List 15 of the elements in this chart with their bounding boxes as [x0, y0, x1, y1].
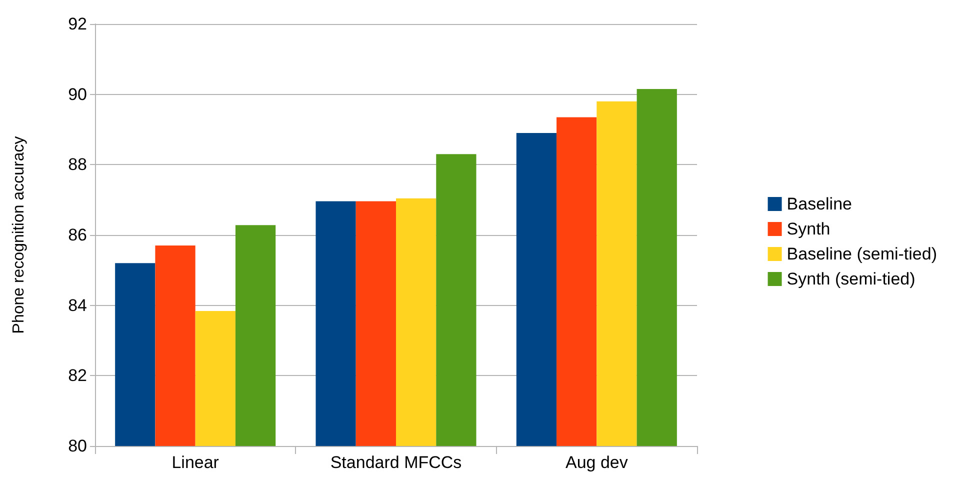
- y-tick-label: 80: [68, 436, 87, 456]
- legend-label: Baseline: [786, 194, 852, 214]
- legend-label: Synth (semi-tied): [786, 270, 916, 288]
- x-tick-label: Standard MFCCs: [330, 453, 462, 472]
- y-axis-title: Phone recognition accuracy: [10, 136, 28, 334]
- x-tick-label: Aug dev: [565, 453, 628, 472]
- legend-label: Baseline (semi-tied): [786, 244, 938, 264]
- y-tick-label: 90: [68, 84, 87, 104]
- y-tick-label: 82: [68, 366, 87, 386]
- legend-label: Synth: [786, 220, 830, 238]
- x-tick-label: Linear: [172, 453, 220, 472]
- y-tick-label: 88: [68, 155, 87, 174]
- y-tick-label: 86: [68, 226, 87, 244]
- y-tick-label: 84: [68, 296, 87, 315]
- y-tick-label: 92: [68, 14, 87, 34]
